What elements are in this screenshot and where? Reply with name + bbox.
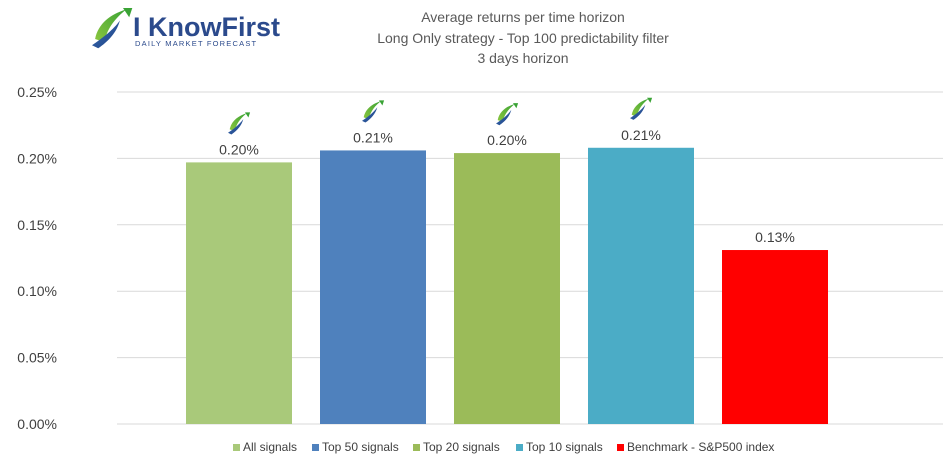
logo-marker-icon (228, 112, 251, 135)
logo-marker-icon (496, 103, 519, 126)
legend-label: Top 10 signals (526, 440, 603, 454)
y-tick-label: 0.10% (17, 283, 57, 299)
title-line-3: 3 days horizon (477, 50, 568, 66)
title-line-1: Average returns per time horizon (421, 9, 625, 25)
logo-swoosh-icon (92, 8, 133, 49)
brand-logo: I KnowFirst DAILY MARKET FORECAST (92, 8, 280, 49)
bar-3 (454, 153, 560, 424)
data-label: 0.20% (219, 141, 259, 157)
data-labels: 0.20% 0.21% 0.20% 0.21% 0.13% (219, 127, 795, 245)
bars (186, 147, 828, 424)
legend-label: All signals (243, 440, 297, 454)
y-tick-label: 0.20% (17, 150, 57, 166)
logo-marker-icon (630, 97, 653, 120)
logo-marker-icon (362, 100, 385, 123)
legend-swatch (312, 444, 319, 451)
y-tick-label: 0.15% (17, 217, 57, 233)
bar-4 (588, 147, 694, 424)
bar-2 (320, 150, 426, 424)
legend-label: Top 20 signals (423, 440, 500, 454)
y-tick-label: 0.05% (17, 350, 57, 366)
y-axis-ticks: 0.00% 0.05% 0.10% 0.15% 0.20% 0.25% (17, 84, 57, 432)
legend-label: Top 50 signals (322, 440, 399, 454)
data-label: 0.20% (487, 132, 527, 148)
y-tick-label: 0.25% (17, 84, 57, 100)
bar-1 (186, 162, 292, 424)
data-label: 0.13% (755, 229, 795, 245)
legend-swatch (516, 444, 523, 451)
bar-5 (722, 250, 828, 424)
title-line-2: Long Only strategy - Top 100 predictabil… (377, 30, 669, 46)
legend-swatch (233, 444, 240, 451)
data-label: 0.21% (621, 127, 661, 143)
bar-logo-markers (228, 97, 653, 135)
chart-title: Average returns per time horizon Long On… (377, 9, 669, 66)
logo-brand-text: I KnowFirst (133, 12, 280, 42)
legend: All signals Top 50 signals Top 20 signals T… (233, 440, 774, 454)
legend-swatch (617, 444, 624, 451)
data-label: 0.21% (353, 129, 393, 145)
y-tick-label: 0.00% (17, 416, 57, 432)
logo-tagline: DAILY MARKET FORECAST (135, 39, 257, 48)
legend-label: Benchmark - S&P500 index (627, 440, 774, 454)
legend-swatch (413, 444, 420, 451)
